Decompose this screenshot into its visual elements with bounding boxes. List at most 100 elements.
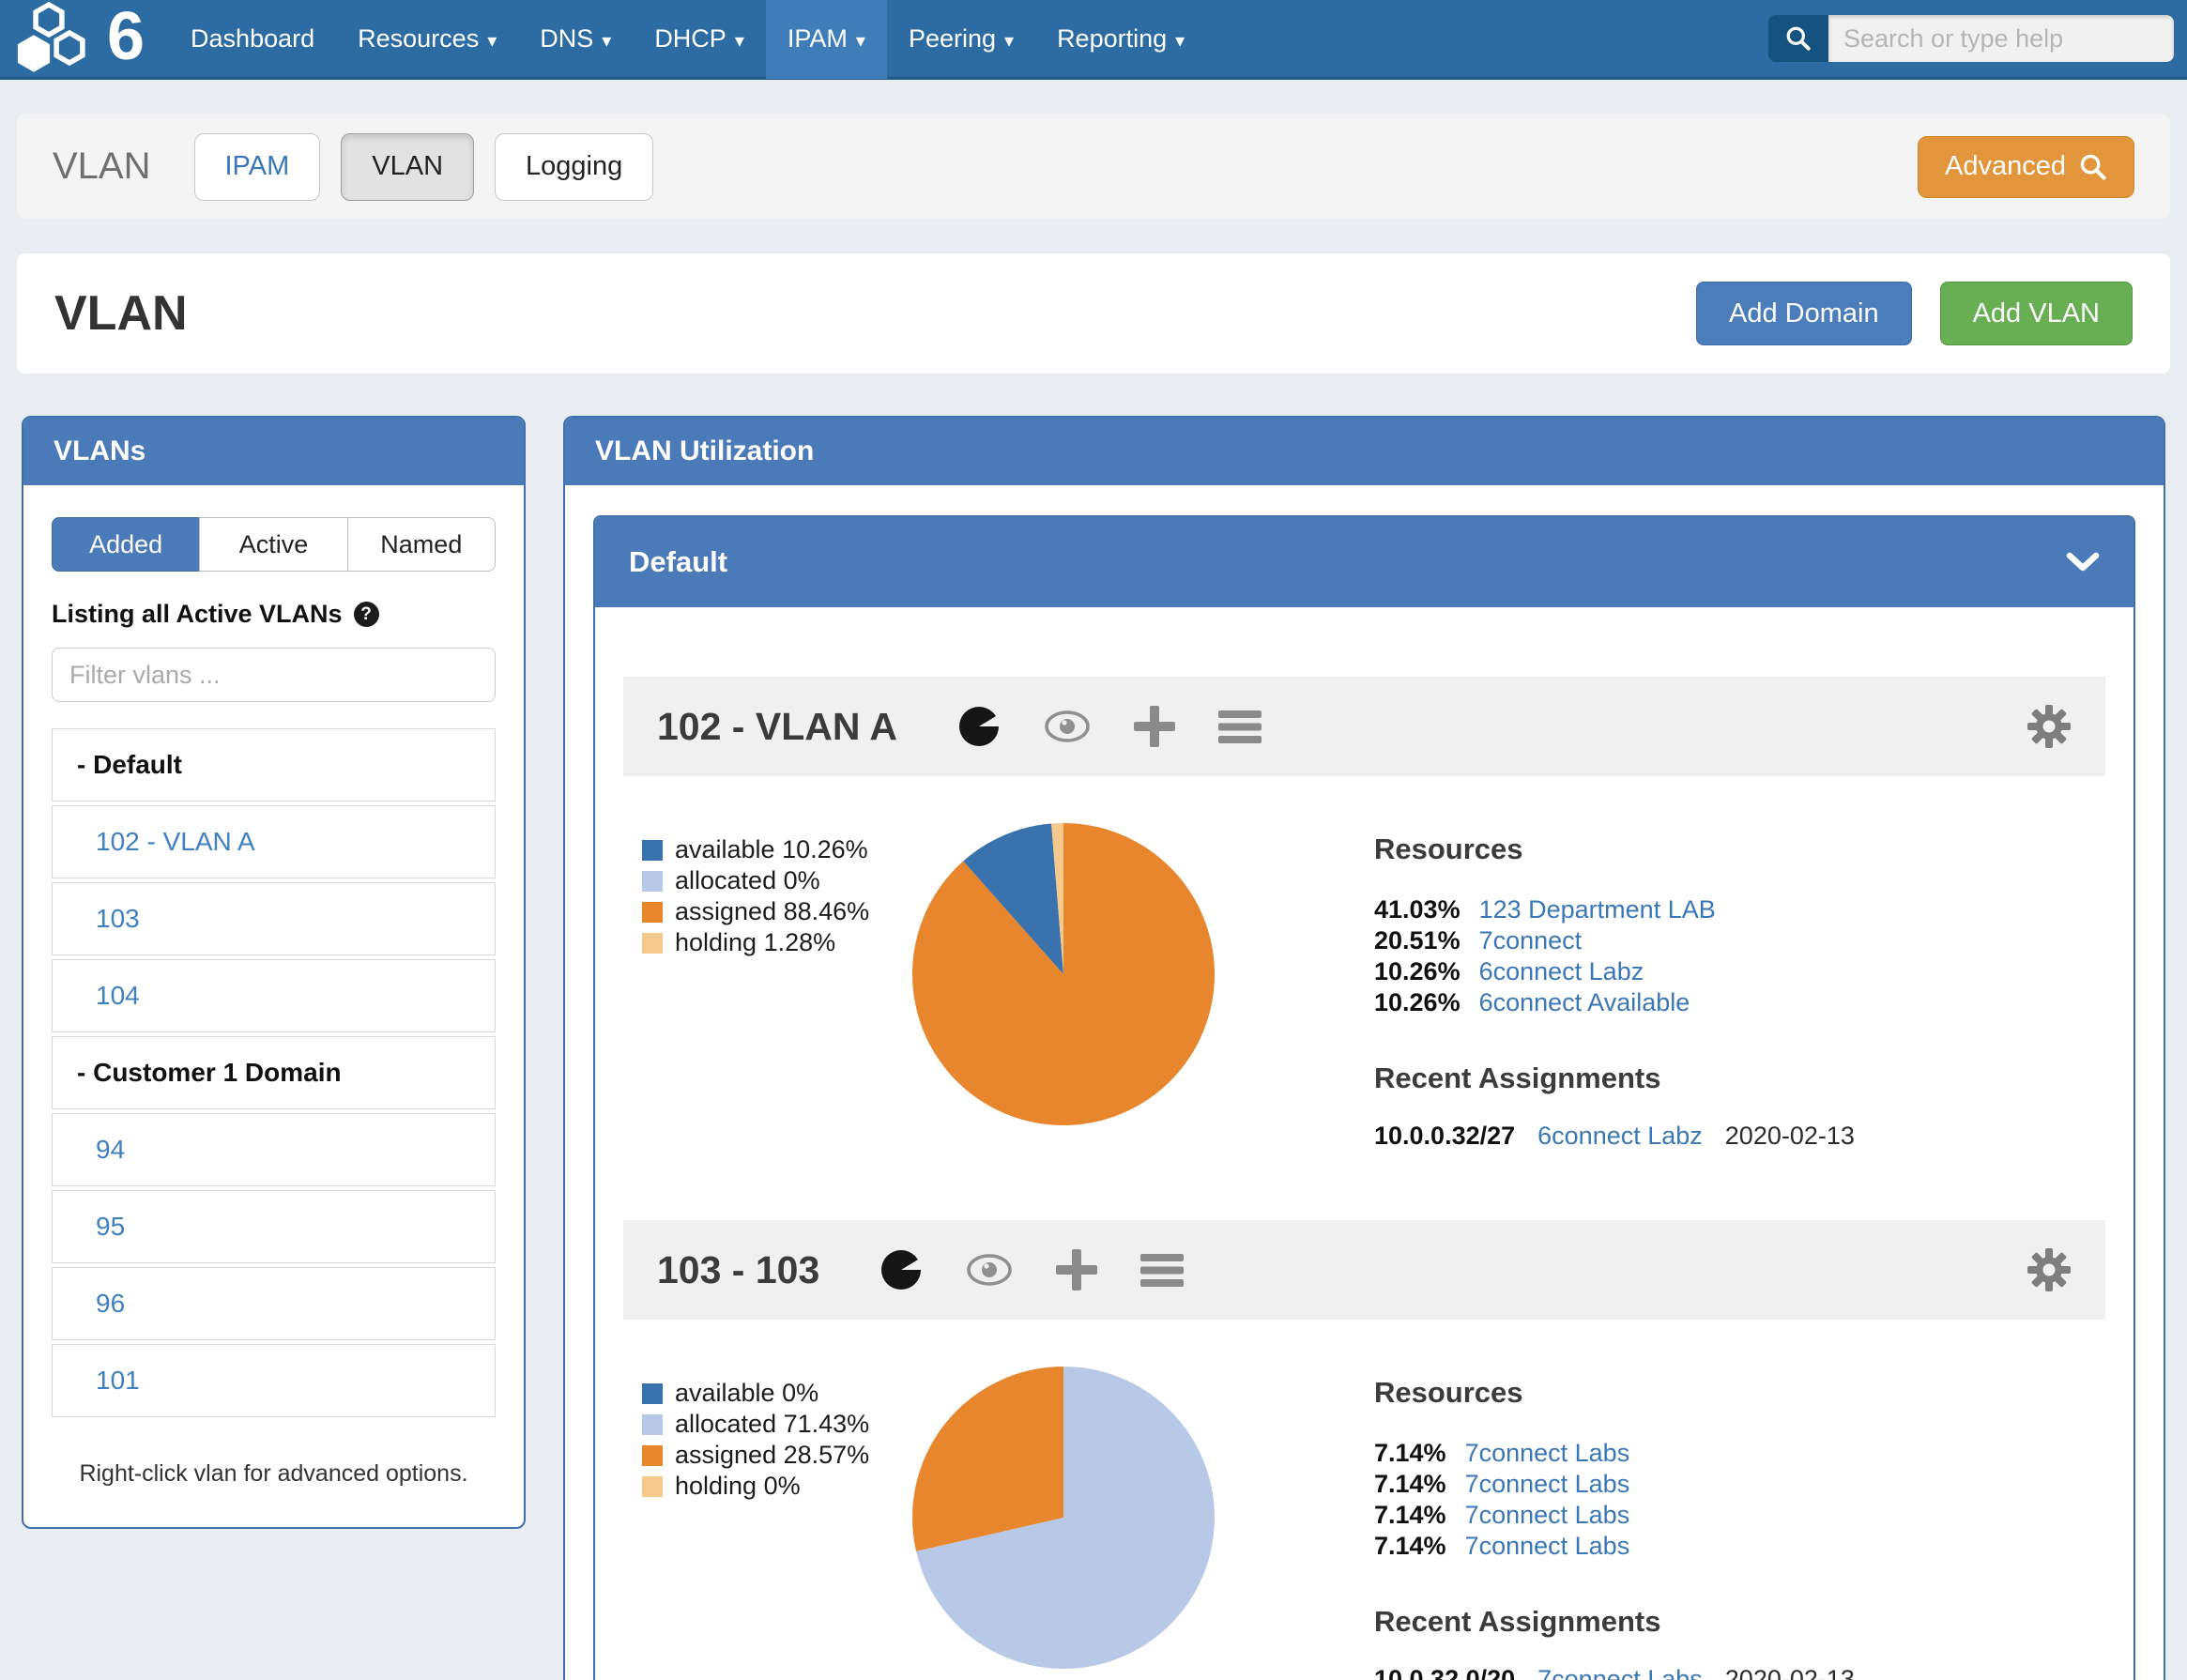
tab-added[interactable]: Added bbox=[52, 517, 201, 572]
domain-header[interactable]: Default bbox=[595, 517, 2133, 607]
legend-allocated: allocated 71.43% bbox=[642, 1409, 912, 1440]
legend-swatch bbox=[642, 1382, 663, 1404]
resource-link[interactable]: 123 Department LAB bbox=[1478, 895, 1716, 924]
help-icon[interactable] bbox=[353, 602, 379, 627]
vlan-item-95[interactable]: 95 bbox=[52, 1190, 496, 1263]
caret-down-icon bbox=[1167, 24, 1185, 53]
search-icon bbox=[1786, 26, 1811, 51]
vlan-card-102-header: 102 - VLAN A bbox=[623, 677, 2105, 776]
resource-link[interactable]: 7connect bbox=[1478, 926, 1583, 955]
menu-bars-icon[interactable] bbox=[1140, 1253, 1185, 1287]
legend-swatch bbox=[642, 870, 663, 892]
add-vlan-button[interactable]: Add VLAN bbox=[1939, 282, 2133, 345]
legend-holding: holding 0% bbox=[642, 1471, 912, 1502]
vlan-list: - Default 102 - VLAN A 103 104 - Custome… bbox=[52, 728, 496, 1417]
nav-peering[interactable]: Peering bbox=[887, 0, 1035, 79]
utilization-panel-header: VLAN Utilization bbox=[565, 418, 2164, 485]
chevron-down-icon[interactable] bbox=[2066, 551, 2100, 573]
vlan-item-94[interactable]: 94 bbox=[52, 1113, 496, 1186]
search-input[interactable] bbox=[1828, 15, 2174, 62]
legend-holding: holding 1.28% bbox=[642, 927, 912, 958]
brand-logo[interactable]: 6 bbox=[9, 1, 145, 76]
ipam-button[interactable]: IPAM bbox=[193, 132, 321, 201]
vlan-utilization-panel: VLAN Utilization Default 102 - VLAN A bbox=[563, 416, 2165, 1680]
brand-six: 6 bbox=[107, 0, 145, 74]
resource-row: 7.14% 7connect Labs bbox=[1374, 1439, 1630, 1467]
vlan-item-101[interactable]: 101 bbox=[52, 1344, 496, 1417]
pie-chart-icon[interactable] bbox=[879, 1248, 924, 1291]
utilization-pie-chart bbox=[912, 1367, 1215, 1669]
vlan-card-title: 102 - VLAN A bbox=[657, 704, 897, 748]
resource-row: 20.51% 7connect bbox=[1374, 926, 1583, 955]
legend-available: available 0% bbox=[642, 1378, 912, 1409]
nav-dashboard[interactable]: Dashboard bbox=[191, 23, 315, 53]
search-button[interactable] bbox=[1768, 15, 1828, 62]
add-domain-button[interactable]: Add Domain bbox=[1695, 282, 1912, 345]
assignment-cidr: 10.0.0.32/27 bbox=[1374, 1122, 1516, 1150]
legend-allocated: allocated 0% bbox=[642, 865, 912, 896]
legend-assigned: assigned 88.46% bbox=[642, 896, 912, 927]
legend-swatch bbox=[642, 932, 663, 954]
assignment-date: 2020-02-13 bbox=[1724, 1122, 1855, 1150]
resources-heading: Resources bbox=[1374, 832, 1523, 865]
top-navbar: 6 Dashboard Resources DNS DHCP IPAM Peer… bbox=[0, 0, 2187, 80]
nav-dhcp[interactable]: DHCP bbox=[633, 0, 766, 79]
assignment-resource-link[interactable]: 7connect Labs bbox=[1537, 1665, 1703, 1680]
vlan-item-96[interactable]: 96 bbox=[52, 1267, 496, 1340]
tab-active[interactable]: Active bbox=[199, 517, 348, 572]
filter-vlans-input[interactable] bbox=[52, 648, 496, 702]
vlan-item-104[interactable]: 104 bbox=[52, 959, 496, 1032]
caret-down-icon bbox=[479, 24, 497, 53]
hexagons-logo-icon bbox=[17, 1, 85, 72]
nav-ipam[interactable]: IPAM bbox=[765, 0, 887, 79]
vlan-button[interactable]: VLAN bbox=[341, 132, 475, 201]
plus-icon[interactable] bbox=[1133, 706, 1175, 747]
logging-button[interactable]: Logging bbox=[495, 132, 654, 201]
resource-row: 41.03% 123 Department LAB bbox=[1374, 895, 1716, 924]
page-title: VLAN bbox=[54, 286, 188, 341]
legend-available: available 10.26% bbox=[642, 834, 912, 865]
vlans-panel: VLANs Added Active Named Listing all Act… bbox=[22, 416, 526, 1529]
header-actions: Add Domain Add VLAN bbox=[1695, 282, 2133, 345]
nav-reporting[interactable]: Reporting bbox=[1035, 0, 1206, 79]
vlan-item-102[interactable]: 102 - VLAN A bbox=[52, 805, 496, 878]
pie-legend: available 0% allocated 71.43% assigned 2… bbox=[642, 1378, 912, 1680]
resources-heading: Resources bbox=[1374, 1376, 1523, 1409]
vlan-card-title: 103 - 103 bbox=[657, 1247, 820, 1291]
search-icon bbox=[2080, 154, 2106, 180]
card-actions bbox=[879, 1248, 1185, 1291]
menu-bars-icon[interactable] bbox=[1217, 710, 1262, 743]
resource-link[interactable]: 6connect Labz bbox=[1478, 957, 1644, 985]
gear-icon[interactable] bbox=[2026, 1247, 2072, 1292]
nav-dns[interactable]: DNS bbox=[518, 0, 633, 79]
vlan-group-default[interactable]: - Default bbox=[52, 728, 496, 802]
assignment-cidr: 10.0.32.0/20 bbox=[1374, 1665, 1516, 1680]
assignment-resource-link[interactable]: 6connect Labz bbox=[1537, 1122, 1703, 1150]
eye-icon[interactable] bbox=[1044, 710, 1091, 743]
pie-chart-icon[interactable] bbox=[957, 705, 1001, 748]
vlan-group-customer1[interactable]: - Customer 1 Domain bbox=[52, 1036, 496, 1109]
vlans-panel-header: VLANs bbox=[23, 418, 524, 485]
tab-named[interactable]: Named bbox=[346, 517, 496, 572]
toolbar-title: VLAN bbox=[53, 145, 151, 187]
resource-link[interactable]: 7connect Labs bbox=[1464, 1470, 1630, 1498]
legend-swatch bbox=[642, 1475, 663, 1497]
vlans-panel-body: Added Active Named Listing all Active VL… bbox=[23, 485, 524, 1527]
plus-icon[interactable] bbox=[1056, 1249, 1098, 1291]
gear-icon[interactable] bbox=[2026, 704, 2072, 749]
main-content: VLANs Added Active Named Listing all Act… bbox=[22, 416, 2165, 1680]
resource-link[interactable]: 7connect Labs bbox=[1464, 1439, 1630, 1467]
domain-body: 102 - VLAN A bbox=[595, 607, 2133, 1680]
resource-link[interactable]: 7connect Labs bbox=[1464, 1501, 1630, 1529]
resource-link[interactable]: 6connect Available bbox=[1478, 988, 1690, 1016]
eye-icon[interactable] bbox=[966, 1253, 1013, 1287]
page-header: VLAN Add Domain Add VLAN bbox=[17, 253, 2170, 374]
nav-resources[interactable]: Resources bbox=[336, 0, 518, 79]
advanced-search-button[interactable]: Advanced bbox=[1918, 135, 2134, 198]
resource-link[interactable]: 7connect Labs bbox=[1464, 1532, 1630, 1560]
vlan-item-103[interactable]: 103 bbox=[52, 882, 496, 955]
caret-down-icon bbox=[848, 24, 865, 53]
legend-swatch bbox=[642, 839, 663, 861]
resources-list: 7.14% 7connect Labs 7.14% 7connect Labs 7.… bbox=[1374, 1438, 1855, 1562]
legend-swatch bbox=[642, 1444, 663, 1466]
